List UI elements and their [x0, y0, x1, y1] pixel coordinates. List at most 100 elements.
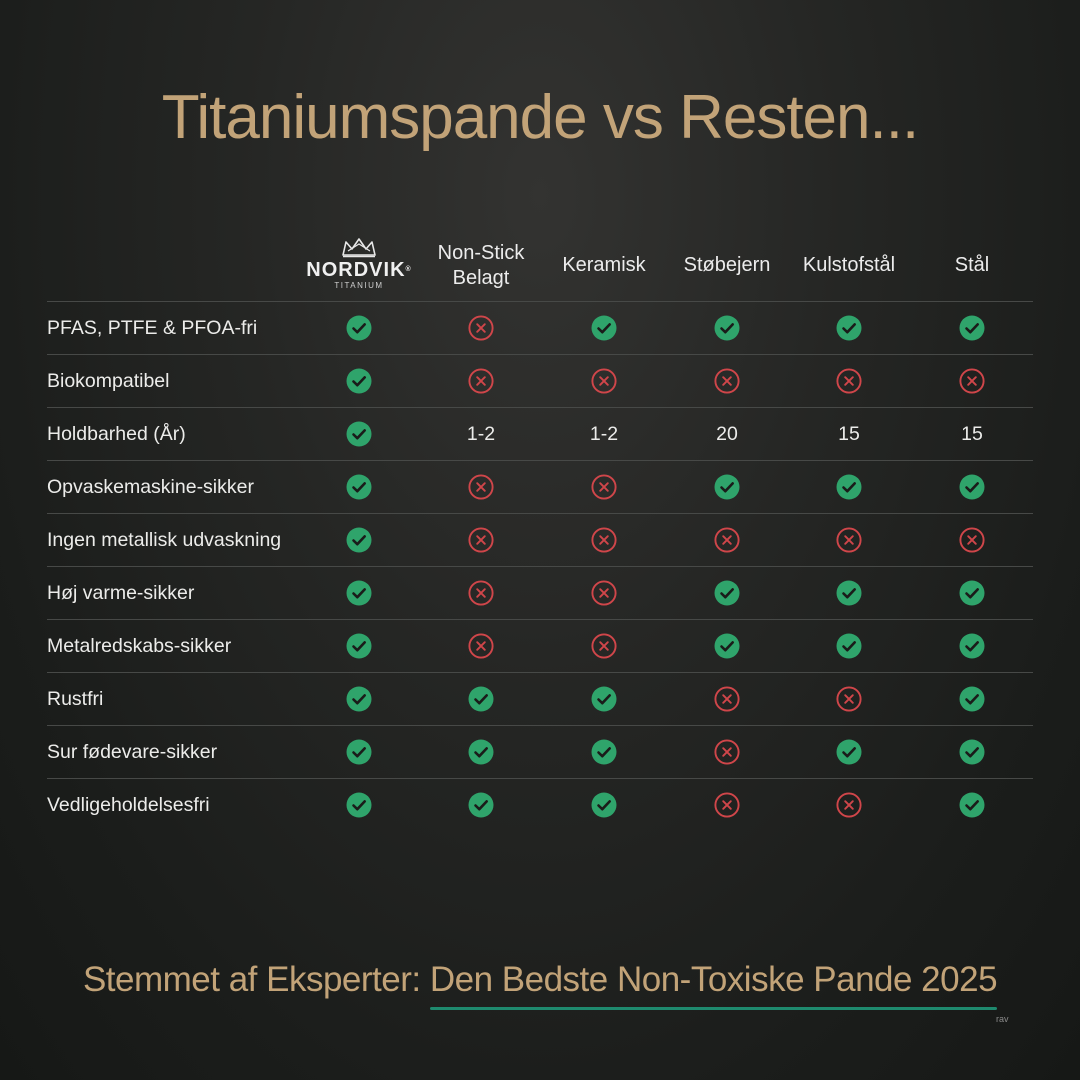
cross-cell	[441, 302, 521, 354]
check-cell	[319, 408, 399, 460]
row-label: Opvaskemaskine-sikker	[47, 476, 254, 498]
check-circle-icon	[591, 792, 617, 818]
check-cell	[932, 461, 1012, 513]
cross-cell	[441, 514, 521, 566]
check-circle-icon	[959, 580, 985, 606]
x-circle-icon	[468, 368, 494, 394]
watermark: rav	[996, 1014, 1009, 1024]
row-label: Holdbarhed (År)	[47, 423, 186, 445]
check-circle-icon	[468, 792, 494, 818]
x-circle-icon	[836, 792, 862, 818]
row-label: Ingen metallisk udvaskning	[47, 529, 282, 551]
x-circle-icon	[591, 527, 617, 553]
check-cell	[687, 302, 767, 354]
brand-column-header: NORDVIK® TITANIUM	[294, 230, 424, 301]
x-circle-icon	[836, 527, 862, 553]
x-circle-icon	[468, 580, 494, 606]
x-circle-icon	[836, 368, 862, 394]
check-cell	[932, 302, 1012, 354]
check-circle-icon	[591, 315, 617, 341]
check-circle-icon	[959, 792, 985, 818]
x-circle-icon	[468, 527, 494, 553]
check-cell	[809, 620, 889, 672]
check-cell	[932, 567, 1012, 619]
check-circle-icon	[346, 739, 372, 765]
cross-cell	[564, 514, 644, 566]
check-circle-icon	[468, 686, 494, 712]
cross-cell	[932, 355, 1012, 407]
x-circle-icon	[714, 739, 740, 765]
row-label: Rustfri	[47, 688, 104, 710]
value-cell: 1-2	[589, 422, 619, 445]
brand-subtitle: TITANIUM	[334, 281, 384, 290]
cross-cell	[564, 567, 644, 619]
cross-cell	[441, 567, 521, 619]
cross-cell	[441, 461, 521, 513]
x-circle-icon	[714, 686, 740, 712]
cross-cell	[687, 779, 767, 831]
table-row: Holdbarhed (År) 1-2 1-2 20 15 15	[47, 407, 1033, 460]
check-cell	[809, 567, 889, 619]
x-circle-icon	[591, 633, 617, 659]
table-header-row: NORDVIK® TITANIUM Non-Stick Belagt Keramis…	[47, 230, 1033, 301]
table-row: Opvaskemaskine-sikker	[47, 460, 1033, 513]
check-cell	[809, 726, 889, 778]
check-circle-icon	[959, 474, 985, 500]
crown-icon	[342, 238, 376, 258]
x-circle-icon	[591, 580, 617, 606]
cross-cell	[809, 779, 889, 831]
check-circle-icon	[591, 739, 617, 765]
x-circle-icon	[714, 792, 740, 818]
column-header: Keramisk	[562, 254, 646, 276]
x-circle-icon	[591, 368, 617, 394]
check-cell	[441, 726, 521, 778]
row-label: Vedligeholdelsesfri	[47, 794, 210, 816]
check-circle-icon	[836, 315, 862, 341]
check-cell	[932, 726, 1012, 778]
cross-cell	[687, 355, 767, 407]
brand-name: NORDVIK®	[306, 259, 412, 281]
check-circle-icon	[959, 315, 985, 341]
check-circle-icon	[346, 686, 372, 712]
cross-cell	[932, 514, 1012, 566]
check-cell	[809, 302, 889, 354]
footer-tagline: Stemmet af Eksperter: Den Bedste Non-Tox…	[0, 960, 1080, 1010]
value-cell: 1-2	[466, 422, 496, 445]
row-label: Sur fødevare-sikker	[47, 741, 218, 763]
table-row: Sur fødevare-sikker	[47, 725, 1033, 778]
footer-underline	[429, 1007, 998, 1010]
check-cell	[564, 779, 644, 831]
check-cell	[319, 726, 399, 778]
check-cell	[564, 673, 644, 725]
column-header: Kulstofstål	[802, 254, 896, 276]
check-circle-icon	[836, 474, 862, 500]
row-label: Høj varme-sikker	[47, 582, 195, 604]
x-circle-icon	[591, 474, 617, 500]
value-cell: 15	[838, 422, 860, 445]
cross-cell	[687, 726, 767, 778]
check-circle-icon	[714, 580, 740, 606]
check-circle-icon	[346, 368, 372, 394]
table-row: Ingen metallisk udvaskning	[47, 513, 1033, 566]
check-cell	[319, 302, 399, 354]
check-cell	[319, 779, 399, 831]
check-cell	[932, 673, 1012, 725]
table-row: Vedligeholdelsesfri	[47, 778, 1033, 831]
value-cell: 20	[716, 422, 738, 445]
check-cell	[687, 461, 767, 513]
cross-cell	[564, 355, 644, 407]
check-cell	[319, 514, 399, 566]
table-row: PFAS, PTFE & PFOA-fri	[47, 301, 1033, 354]
check-cell	[932, 779, 1012, 831]
cross-cell	[687, 673, 767, 725]
cross-cell	[564, 620, 644, 672]
check-circle-icon	[959, 686, 985, 712]
column-header: Støbejern	[683, 254, 771, 276]
check-cell	[687, 567, 767, 619]
check-circle-icon	[346, 315, 372, 341]
check-cell	[564, 726, 644, 778]
check-cell	[564, 302, 644, 354]
check-circle-icon	[714, 315, 740, 341]
footer-prefix: Stemmet af Eksperter:	[82, 960, 430, 999]
x-circle-icon	[836, 686, 862, 712]
